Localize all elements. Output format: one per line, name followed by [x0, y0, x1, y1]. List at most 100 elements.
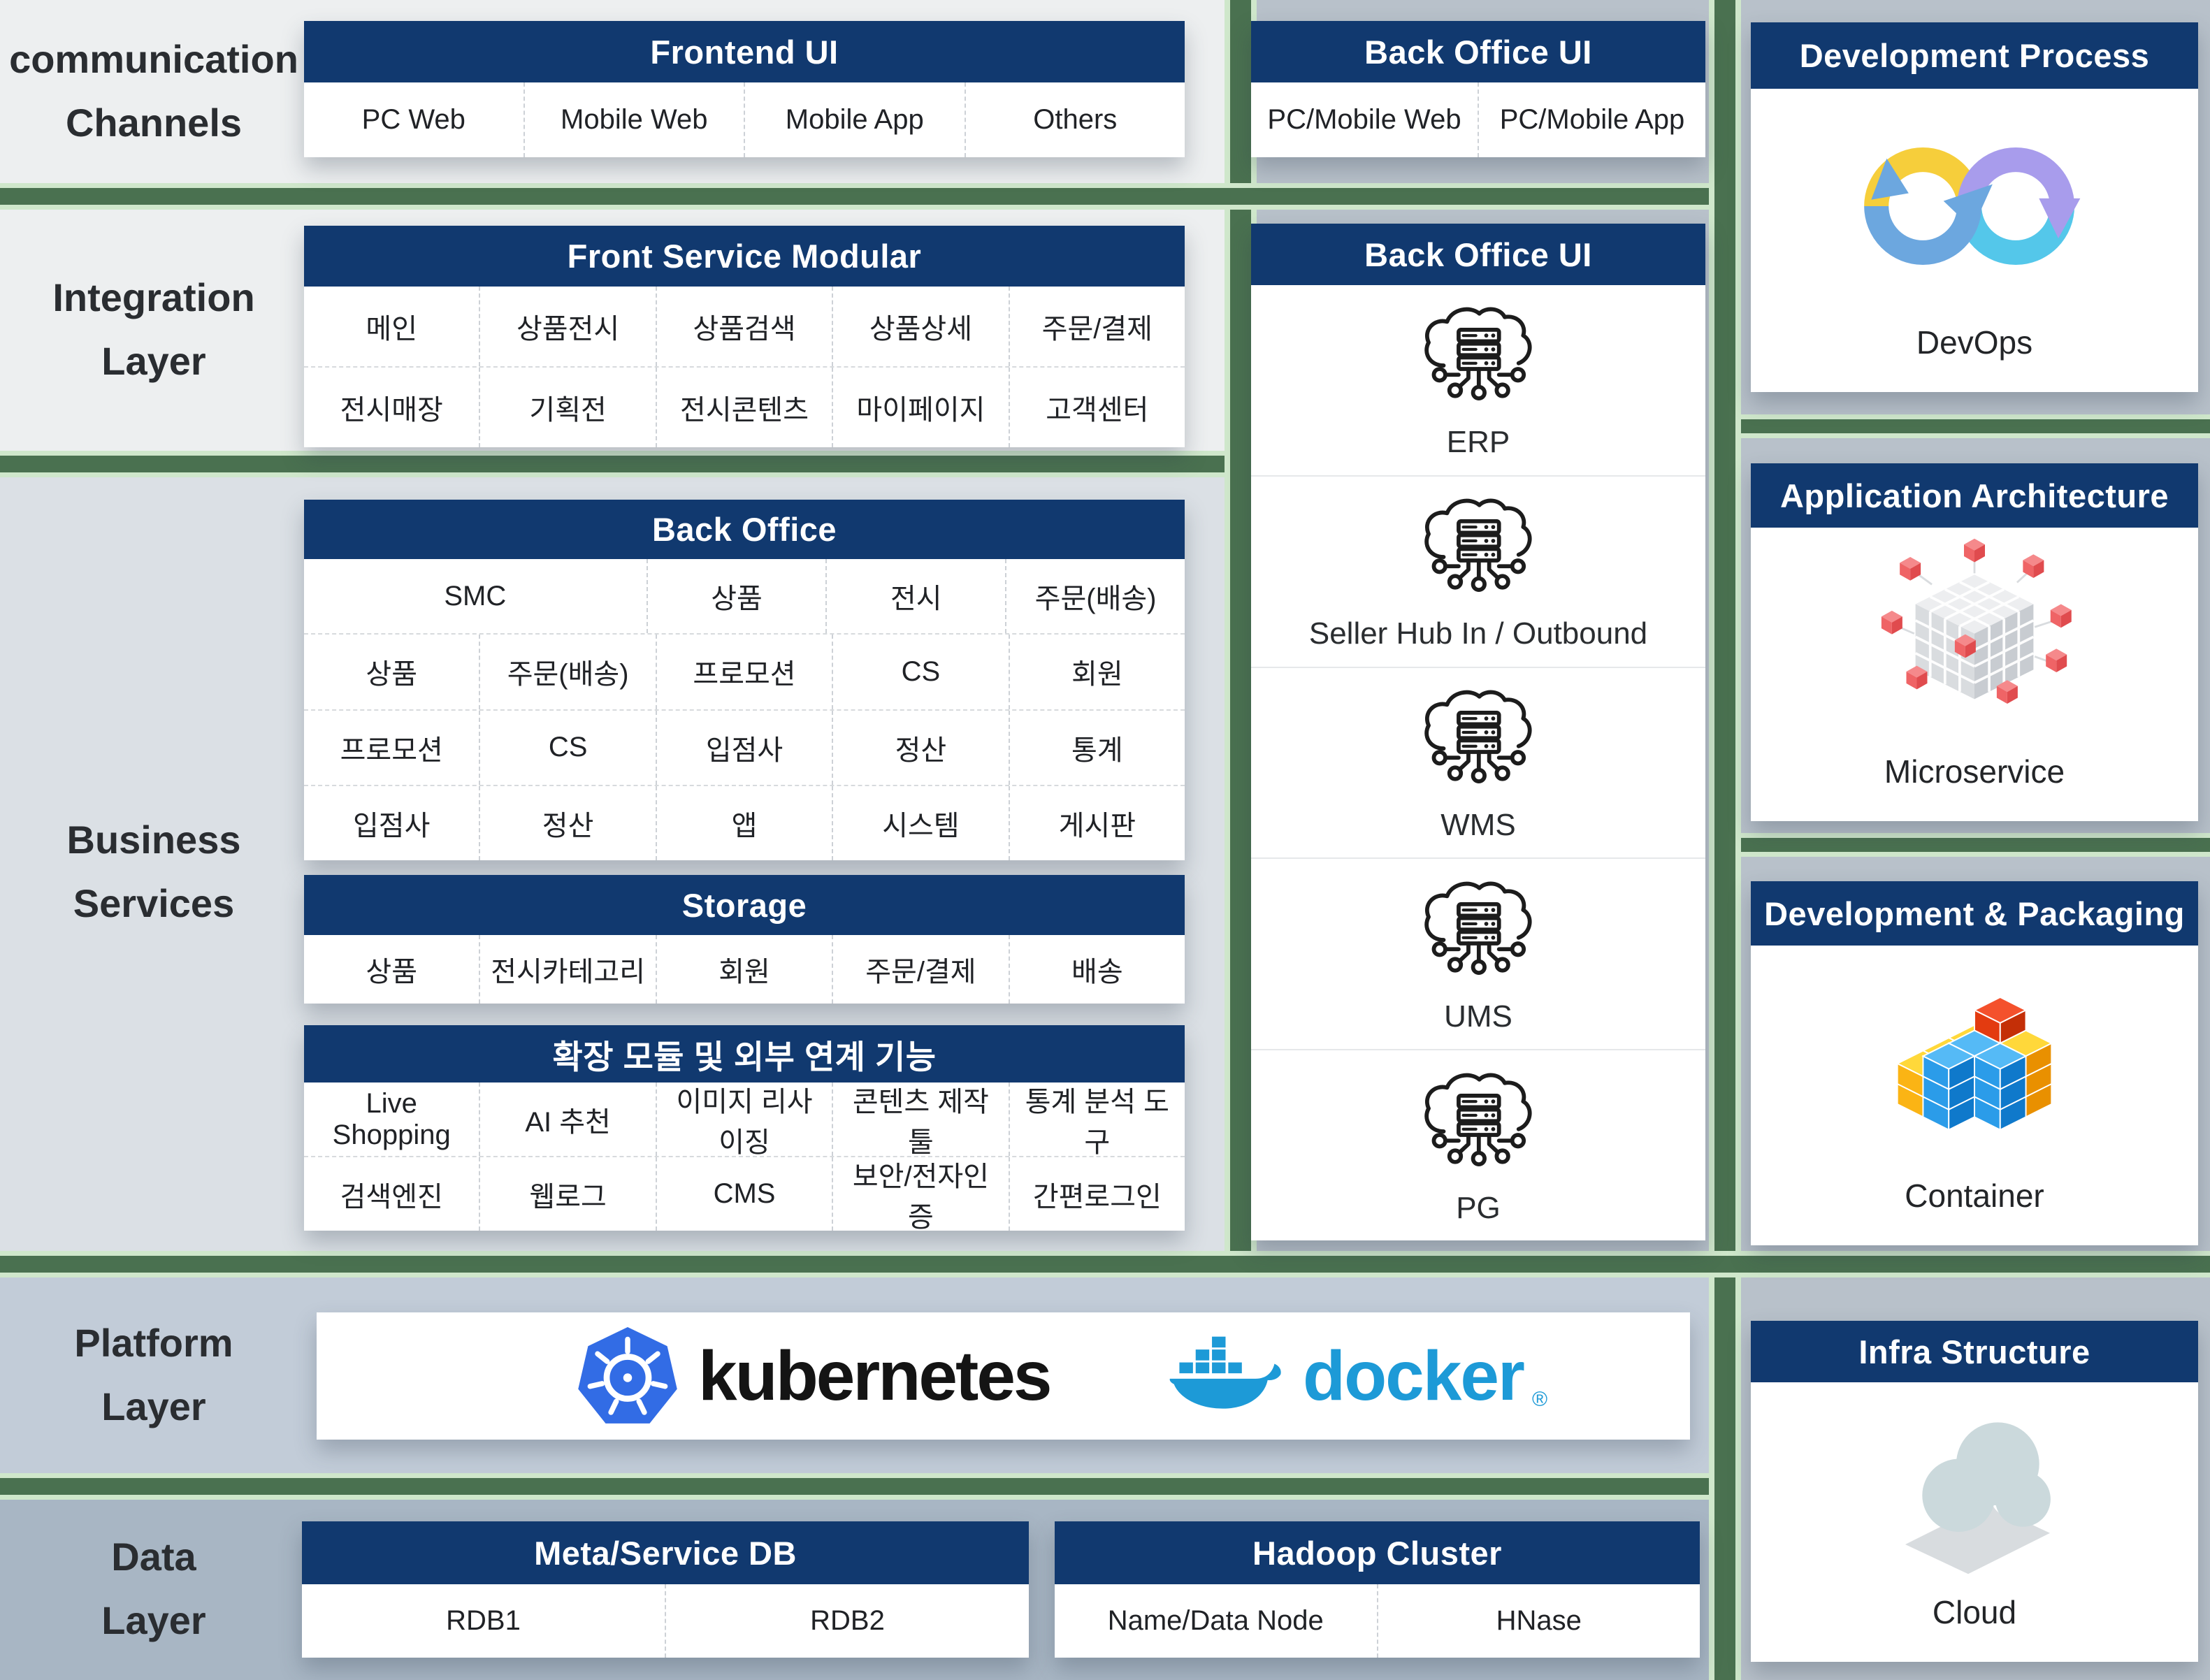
cloud-server-icon [1424, 307, 1532, 401]
icon-wrap [1863, 528, 2086, 753]
green-vertical-divider-right [1709, 0, 1741, 1680]
table-cell: 검색엔진 [304, 1157, 481, 1231]
development-packaging-body: Container [1751, 946, 2198, 1245]
application-architecture-body: Microservice [1751, 528, 2198, 821]
table-cell: PC/Mobile App [1499, 104, 1685, 135]
table-cell: 배송 [1071, 957, 1123, 987]
table-cell: 전시매장 [304, 368, 481, 447]
table-cell: 마이페이지 [833, 368, 1010, 447]
application-architecture-panel: Application Architecture [1751, 463, 2198, 821]
panel-title: Application Architecture [1751, 463, 2198, 528]
platform-logo-box: kubernetes docker ® [317, 1312, 1690, 1440]
cloud-server-icon [1424, 498, 1532, 593]
table-cell: SMC [304, 559, 648, 634]
registered-mark: ® [1531, 1388, 1548, 1411]
layer-label-integration: Integration Layer [0, 266, 308, 393]
table-cell: 통계 분석 도구 [1025, 1086, 1169, 1158]
layer-label-line: Layer [101, 1384, 206, 1428]
table-cell: 시스템 [833, 785, 1010, 860]
table-cell: PC/Mobile Web [1251, 82, 1479, 157]
list-item: PG [1251, 1049, 1705, 1240]
list-item-label: Seller Hub In / Outbound [1308, 616, 1648, 651]
table-cell: PC Web [304, 82, 525, 157]
panel-title: Development & Packaging [1751, 881, 2198, 946]
front-service-modular-panel: Front Service Modular 메인 상품전시 상품검색 상품상세 … [304, 226, 1185, 447]
back-office-ui-side-body: ERP [1251, 285, 1705, 1240]
panel-title: Meta/Service DB [302, 1521, 1029, 1584]
panel-caption: Cloud [1932, 1594, 2017, 1630]
table-cell: 간편로그인 [1032, 1181, 1162, 1212]
table-cell: CS [480, 710, 657, 785]
table-cell: 보안/전자인증 [833, 1157, 1010, 1233]
table-cell: 정산 [480, 785, 657, 860]
frontend-ui-panel: Frontend UI PC Web Mobile Web Mobile App… [304, 21, 1185, 157]
panel-title: Storage [304, 875, 1185, 935]
layer-label-data: Data Layer [0, 1526, 308, 1652]
infra-structure-panel: Infra Structure Cloud [1751, 1321, 2198, 1662]
table-cell: 회원 [657, 935, 834, 1004]
cloud-server-icon [1424, 690, 1532, 783]
cloud-3d-icon [1905, 1414, 2051, 1574]
table-cell: 메인 [304, 287, 481, 366]
infra-structure-body: Cloud [1751, 1382, 2198, 1662]
panel-title: Infra Structure [1751, 1321, 2198, 1382]
list-item: ERP [1251, 285, 1705, 475]
kubernetes-helm-icon [578, 1327, 677, 1424]
table-row: 프로모션 CS 입점사 정산 통계 [304, 709, 1185, 785]
meta-service-db-panel: Meta/Service DB RDB1 RDB2 [302, 1521, 1029, 1658]
frontend-ui-body: PC Web Mobile Web Mobile App Others [304, 82, 1185, 157]
table-cell: CS [833, 635, 1010, 709]
layer-label-line: Layer [101, 338, 206, 383]
back-office-ui-side-panel: Back Office UI [1251, 224, 1705, 1240]
table-cell: 주문(배송) [1034, 584, 1157, 615]
table-cell: Mobile App [745, 82, 966, 157]
container-stack-icon [1896, 996, 2053, 1131]
list-item-label: UMS [1444, 999, 1512, 1034]
table-cell: 상품상세 [833, 287, 1010, 366]
panel-title: 확장 모듈 및 외부 연계 기능 [304, 1025, 1185, 1082]
docker-whale-icon [1169, 1336, 1281, 1409]
table-cell: 이미지 리사이징 [657, 1082, 834, 1158]
cloud-server-icon [1424, 1073, 1532, 1166]
table-cell: 상품검색 [657, 287, 834, 366]
table-row: 상품 주문(배송) 프로모션 CS 회원 [304, 633, 1185, 709]
kubernetes-logo: kubernetes [575, 1324, 1053, 1428]
table-cell: 입점사 [657, 710, 834, 785]
table-cell: 전시콘텐츠 [657, 368, 834, 447]
green-separator-right-1 [1741, 414, 2210, 438]
list-item-label: PG [1456, 1190, 1501, 1225]
layer-label-line: Business [66, 818, 241, 862]
table-cell: HNase [1496, 1605, 1582, 1636]
panel-title: Front Service Modular [304, 226, 1185, 287]
table-cell: 프로모션 [304, 710, 481, 785]
panel-caption: Microservice [1884, 753, 2065, 790]
table-cell: Name/Data Node [1055, 1584, 1378, 1658]
table-cell: 콘텐츠 제작툴 [833, 1082, 1010, 1158]
icon-wrap [1859, 946, 2090, 1177]
table-cell: 상품전시 [480, 287, 657, 366]
layer-label-line: Integration [52, 275, 255, 319]
table-cell: 기획전 [480, 368, 657, 447]
layer-label-line: Layer [101, 1598, 206, 1642]
icon-wrap [1821, 89, 2128, 324]
green-separator-a [0, 183, 1709, 210]
layer-label-business: Business Services [0, 809, 308, 935]
cloud-server-icon [1424, 881, 1532, 975]
table-cell: RDB2 [810, 1605, 885, 1636]
table-cell: Mobile Web [525, 82, 745, 157]
table-cell: Others [1033, 104, 1118, 135]
panel-title: Back Office [304, 500, 1185, 559]
panel-title: Hadoop Cluster [1055, 1521, 1700, 1584]
table-cell: 전시카테고리 [480, 935, 657, 1004]
table-cell: 전시 [827, 559, 1007, 634]
panel-caption: DevOps [1916, 324, 2033, 361]
docker-wordmark: docker [1303, 1336, 1525, 1415]
table-row: 전시매장 기획전 전시콘텐츠 마이페이지 고객센터 [304, 366, 1185, 447]
green-separator-b [0, 451, 1225, 477]
table-cell: 주문/결제 [833, 935, 1010, 1004]
panel-title: Development Process [1751, 22, 2198, 89]
table-row: 메인 상품전시 상품검색 상품상세 주문/결제 [304, 287, 1185, 366]
list-item: UMS [1251, 857, 1705, 1049]
green-separator-c [0, 1251, 2210, 1277]
